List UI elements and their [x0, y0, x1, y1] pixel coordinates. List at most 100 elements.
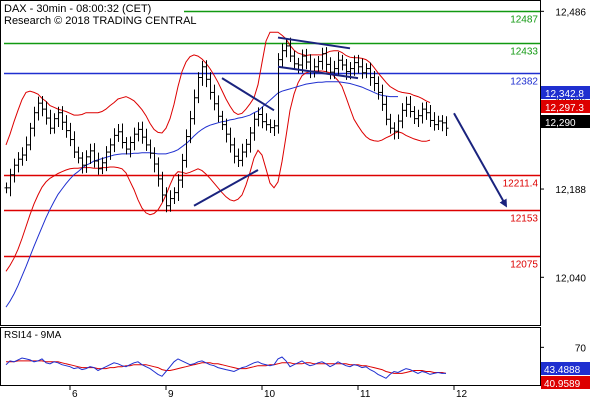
price-bar [284, 38, 289, 58]
price-bar [340, 54, 345, 71]
price-bar [428, 104, 433, 128]
trendline [277, 36, 351, 50]
price-bar [148, 139, 153, 159]
price-box-current-price: 12,290 [541, 115, 590, 129]
level-label-12075: 12075 [510, 260, 538, 271]
price-bar [372, 70, 377, 92]
price-bar [112, 128, 117, 153]
price-bar [36, 96, 41, 121]
price-bar [160, 171, 165, 203]
price-axis-label: 12,188 [555, 185, 586, 196]
price-bar [144, 128, 149, 151]
price-bar [16, 152, 21, 173]
price-bar [356, 54, 361, 74]
price-bar [424, 101, 429, 120]
price-bar [200, 60, 205, 86]
rsi-box-label: 40.9589 [544, 379, 581, 390]
rsi-box-signal: 40.9589 [541, 376, 590, 390]
price-bar [380, 84, 385, 111]
rsi-box-bg [541, 376, 590, 389]
price-bar [104, 146, 109, 172]
price-bar [64, 115, 69, 138]
price-box-label: 12,297.3 [545, 103, 584, 114]
price-bar [76, 146, 81, 164]
price-box-bollinger: 12,297.3 [541, 100, 590, 114]
price-bar [384, 96, 389, 126]
price-bar [288, 37, 293, 63]
price-bar [88, 143, 93, 164]
price-box-label: 12,290 [545, 118, 576, 129]
rsi-box-rsi: 43.4888 [541, 362, 590, 376]
price-bar [192, 89, 197, 125]
price-bar [224, 118, 229, 143]
time-axis: 6 9 10 11 12 [69, 386, 468, 400]
price-bar [176, 174, 181, 201]
price-bar [52, 113, 57, 134]
price-bar [156, 157, 161, 187]
price-bar [396, 114, 401, 139]
trendline [221, 77, 275, 112]
price-bar [128, 136, 133, 158]
price-bar [240, 143, 245, 167]
price-bar [268, 119, 273, 133]
price-bar [368, 62, 373, 86]
price-bar [364, 63, 369, 79]
price-bar [184, 129, 189, 168]
price-bar [48, 109, 53, 135]
price-bar [4, 182, 9, 194]
price-axis-label: 12,486 [555, 7, 586, 18]
price-bar [8, 168, 13, 197]
price-bar [12, 158, 17, 183]
price-bar [312, 58, 317, 78]
price-bar [252, 112, 257, 141]
rsi-series [5, 356, 446, 379]
price-bar [136, 122, 141, 142]
time-axis-label: 12 [456, 389, 468, 400]
price-bar [84, 150, 89, 173]
price-bar [324, 47, 329, 73]
price-box-bg [541, 115, 590, 128]
price-bar [80, 152, 85, 174]
price-panel: 12487 12433 12382 12211.4 12153 12075 DAX - 3… [0, 0, 541, 326]
price-bar [360, 58, 365, 79]
price-bar [260, 106, 265, 129]
price-bar [124, 137, 129, 155]
trendline [277, 65, 359, 80]
price-bar [336, 51, 341, 75]
rsi-panel-frame [0, 327, 541, 386]
price-bar [248, 127, 253, 153]
price-bar [92, 143, 97, 168]
price-bar [280, 43, 285, 67]
price-axis: 12,04012,18812,33612,48612,342.812,297.3… [540, 7, 590, 284]
price-bar [420, 102, 425, 124]
price-bar [28, 122, 33, 151]
bollinger-upper-series [5, 31, 431, 146]
rsi-box-bg [541, 362, 590, 375]
rsi-axis-label: 70 [575, 343, 587, 354]
price-bar [292, 50, 297, 70]
price-bar [152, 147, 157, 173]
price-bar [56, 106, 61, 128]
price-bar [24, 136, 29, 162]
price-bar [404, 96, 409, 117]
price-bar [208, 72, 213, 100]
rsi-box-label: 43.4888 [544, 365, 581, 376]
time-axis-label: 6 [72, 389, 78, 400]
rsi-panel: RSI14 - 9MA 70 43.4888 40.9589 [0, 327, 590, 390]
chart-title: DAX - 30min - 08:00:32 (CET) [4, 3, 151, 15]
price-box-moving-average: 12,342.8 [541, 86, 590, 100]
price-panel-frame [0, 0, 541, 326]
price-bar [328, 57, 333, 80]
price-bar [244, 138, 249, 158]
price-axis-label: 12,040 [555, 273, 586, 284]
price-bar [436, 115, 441, 130]
price-bar [296, 57, 301, 74]
price-bar [40, 96, 45, 117]
time-axis-label: 11 [360, 389, 371, 400]
price-bar [444, 116, 449, 136]
price-box-bg [541, 86, 590, 99]
price-bar [32, 106, 37, 137]
price-bar [188, 110, 193, 144]
price-bar [440, 115, 445, 132]
